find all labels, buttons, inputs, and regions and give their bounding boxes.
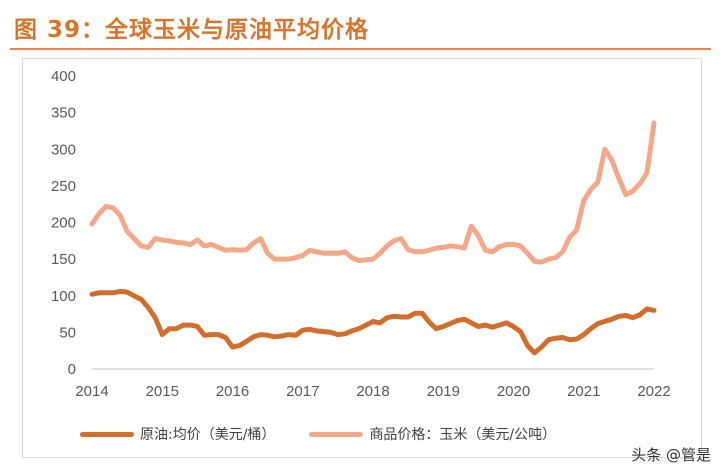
y-tick-label: 150 [51,251,76,268]
legend-item-oil: 原油:均价（美元/桶） [80,424,275,444]
legend-label-corn: 商品价格：玉米（美元/公吨） [369,427,557,443]
series-line-corn [89,120,657,265]
legend-swatch-corn [309,431,364,437]
series-layer [89,120,657,356]
x-tick-label: 2015 [146,383,179,400]
x-tick-label: 2017 [286,383,319,400]
x-tick-label: 2016 [216,383,249,400]
x-tick-label: 2019 [427,383,460,400]
legend-swatch-oil [80,431,134,437]
chart-frame [22,58,702,458]
y-tick-label: 200 [51,215,76,232]
y-tick-label: 0 [68,361,76,378]
figure-title: 图 39：全球玉米与原油平均价格 [14,17,370,43]
y-axis-ticks: 0 50 100 150 200 250 300 350 400 [51,68,76,378]
y-tick-label: 50 [59,324,76,341]
x-tick-label: 2018 [356,383,389,400]
x-tick-label: 2022 [637,383,670,400]
x-tick-label: 2020 [497,383,530,400]
title-divider [10,48,711,50]
chart-legend: 原油:均价（美元/桶） 商品价格：玉米（美元/公吨） [80,424,590,444]
watermark: 头条 @管是 [631,446,711,464]
x-axis-ticks: 2014 2015 2016 2017 2018 2019 2020 2021 2022 [75,383,670,400]
x-tick-label: 2021 [567,383,600,400]
legend-item-corn: 商品价格：玉米（美元/公吨） [309,424,556,444]
series-line-oil [89,288,657,356]
y-tick-label: 400 [51,68,76,85]
y-tick-label: 350 [51,105,76,122]
legend-label-oil: 原油:均价（美元/桶） [140,427,276,443]
y-tick-label: 100 [51,288,76,305]
x-tick-label: 2014 [75,383,108,400]
y-tick-label: 250 [51,178,76,195]
y-tick-label: 300 [51,141,76,158]
